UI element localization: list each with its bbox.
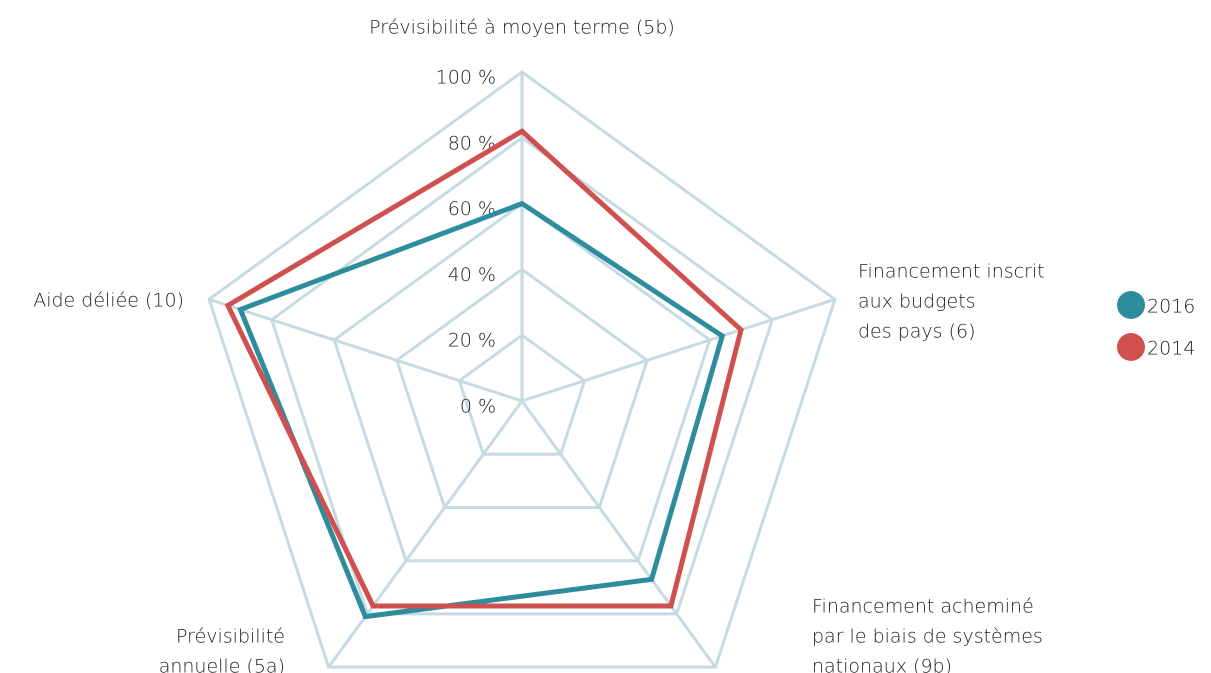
legend-swatch (1117, 333, 1145, 361)
tick-label: 0 % (460, 396, 496, 418)
axis-label: des pays (6) (858, 321, 976, 343)
axis-label: Prévisibilité à moyen terme (5b) (369, 17, 675, 39)
grid-ring (332, 201, 712, 563)
grid-ring (269, 135, 775, 616)
axis-label: aux budgets (858, 291, 976, 313)
spoke (521, 297, 836, 403)
tick-label: 40 % (448, 264, 496, 286)
spoke (520, 400, 717, 669)
axis-label: par le biais de systèmes (812, 626, 1043, 648)
legend-label: 2014 (1147, 338, 1195, 360)
legend-swatch (1117, 291, 1145, 319)
grid-ring (395, 267, 649, 509)
axis-label: Aide déliée (10) (33, 290, 184, 312)
spoke (208, 297, 523, 403)
axis-label: nationaux (9b) (812, 656, 952, 673)
series-line (237, 200, 726, 620)
legend-label: 2016 (1147, 296, 1195, 318)
grid-ring (207, 70, 837, 669)
tick-label: 60 % (448, 198, 496, 220)
series-line (224, 128, 744, 609)
axis-label: Financement inscrit (858, 261, 1045, 283)
axis-label: annuelle (5a) (159, 656, 285, 673)
axis-label: Prévisibilité (176, 626, 285, 648)
axis-label: Financement acheminé (812, 596, 1034, 618)
grid-ring (457, 333, 587, 456)
tick-label: 20 % (448, 330, 496, 352)
tick-label: 100 % (436, 67, 496, 89)
tick-label: 80 % (448, 132, 496, 154)
spoke (327, 400, 524, 669)
